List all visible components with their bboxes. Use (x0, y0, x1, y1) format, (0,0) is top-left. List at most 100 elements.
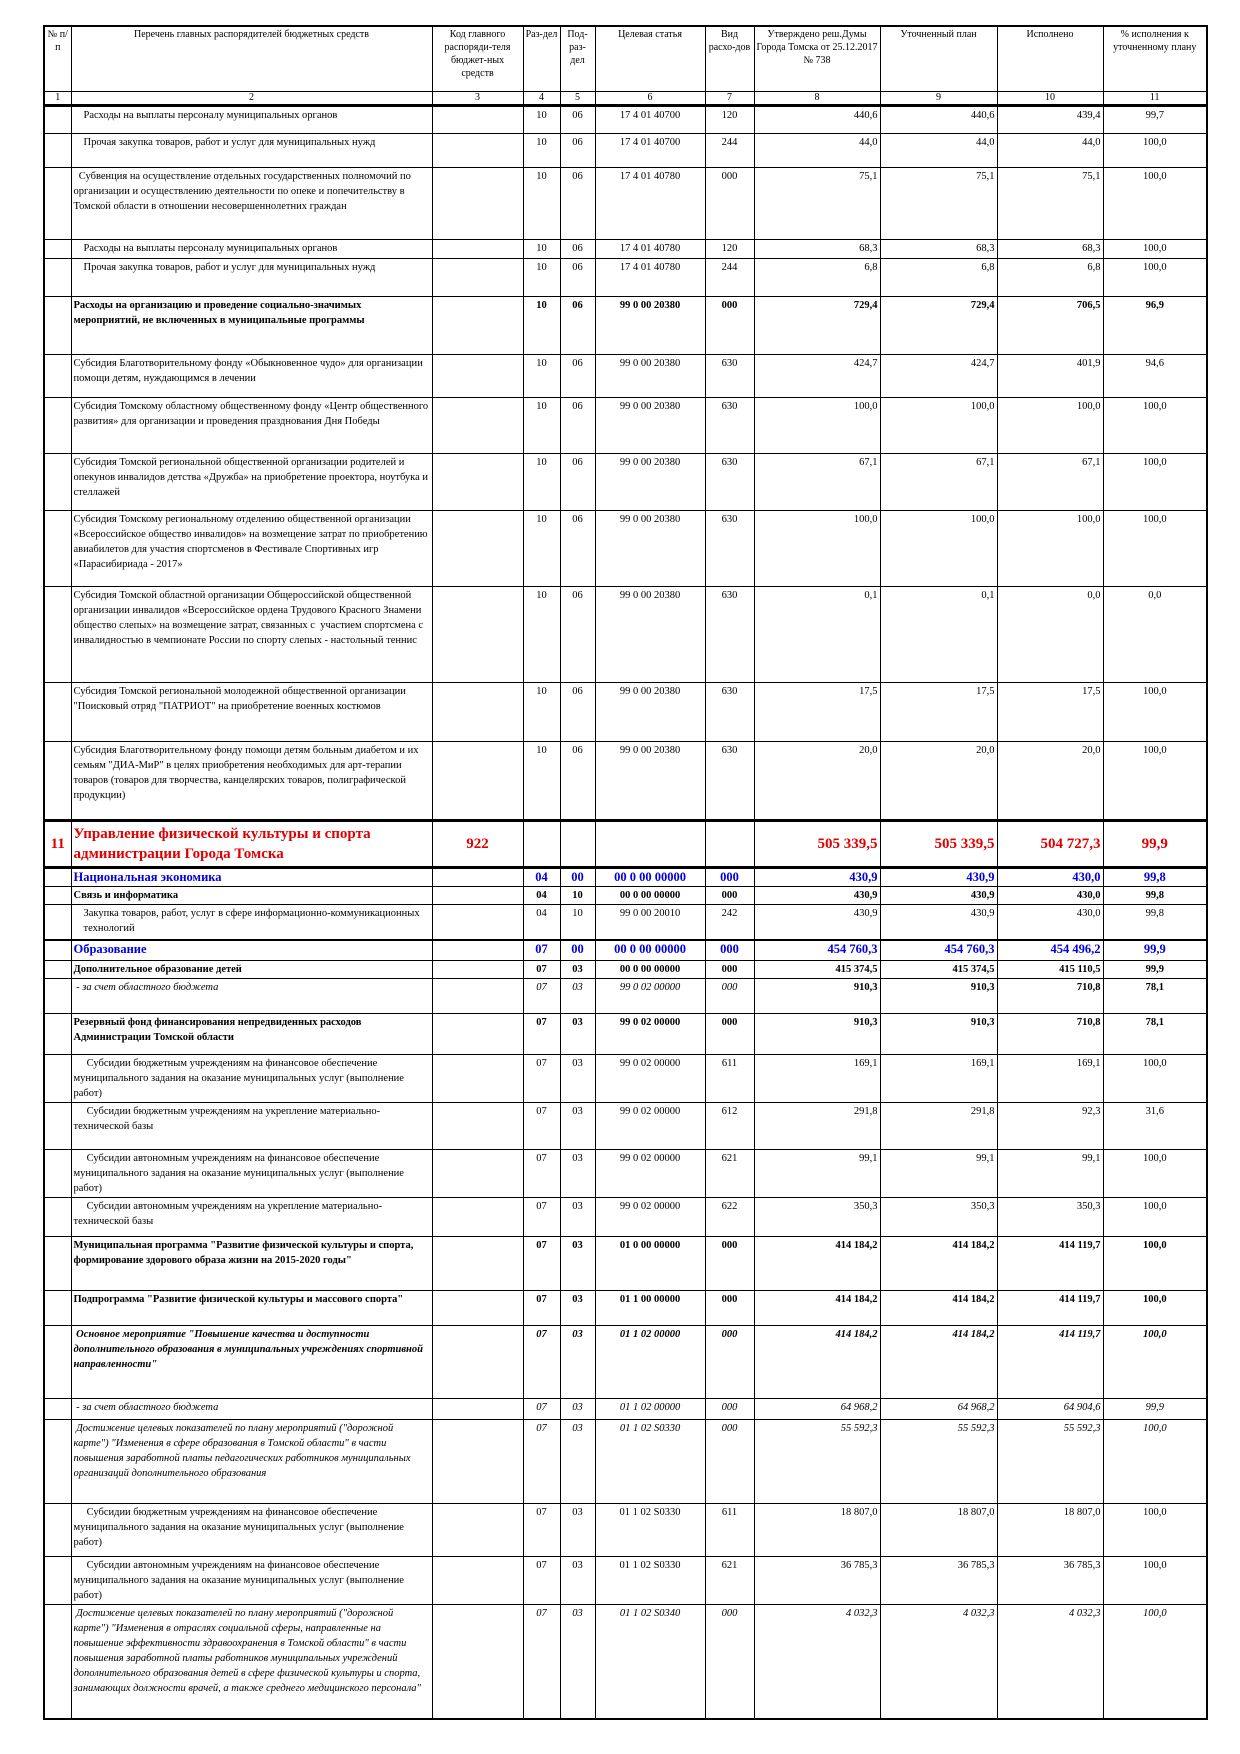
item-name: Муниципальная программа "Развитие физиче… (70, 1235, 433, 1291)
subsection-code: 00 (559, 866, 596, 887)
executed-amount: 706,5 (996, 295, 1104, 355)
item-name: Субсидия Благотворительному фонду помощи… (70, 740, 433, 821)
holder-code (431, 257, 524, 297)
holder-code (431, 1397, 524, 1420)
executed-amount: 64 904,6 (996, 1397, 1104, 1420)
approved-amount: 291,8 (753, 1101, 881, 1150)
item-name: Субсидии бюджетным учреждениям на финанс… (70, 1053, 433, 1103)
section-code: 07 (522, 1603, 561, 1720)
subsection-code: 03 (559, 1324, 596, 1399)
target-article: 17 4 01 40700 (594, 104, 706, 134)
target-article: 01 1 02 S0340 (594, 1603, 706, 1720)
execution-percent: 96,9 (1102, 295, 1208, 355)
target-article: 01 0 00 00000 (594, 1235, 706, 1291)
holder-code (431, 132, 524, 168)
table-row: Субсидии бюджетным учреждениям на укрепл… (43, 1101, 1208, 1150)
item-name: Достижение целевых показателей по плану … (70, 1418, 433, 1504)
refined-plan-amount: 0,1 (879, 585, 998, 683)
item-name: Субсидия Благотворительному фонду «Обыкн… (70, 353, 433, 398)
target-article: 99 0 00 20380 (594, 295, 706, 355)
refined-plan-amount: 169,1 (879, 1053, 998, 1103)
item-name: Субсидии бюджетным учреждениям на укрепл… (70, 1101, 433, 1150)
expense-type: 000 (704, 1418, 755, 1504)
subsection-code: 06 (559, 238, 596, 259)
holder-code (431, 1603, 524, 1720)
executed-amount: 55 592,3 (996, 1418, 1104, 1504)
refined-plan-amount: 729,4 (879, 295, 998, 355)
executed-amount: 17,5 (996, 681, 1104, 742)
row-number (43, 452, 72, 511)
execution-percent: 99,9 (1102, 959, 1208, 979)
refined-plan-amount: 414 184,2 (879, 1235, 998, 1291)
execution-percent: 100,0 (1102, 257, 1208, 297)
execution-percent: 94,6 (1102, 353, 1208, 398)
section-code: 07 (522, 1324, 561, 1399)
approved-amount: 17,5 (753, 681, 881, 742)
execution-percent: 100,0 (1102, 166, 1208, 240)
subsection-code: 03 (559, 1053, 596, 1103)
row-number (43, 1196, 72, 1237)
subsection-code: 06 (559, 585, 596, 683)
refined-plan-amount: 20,0 (879, 740, 998, 821)
holder-code (431, 1053, 524, 1103)
executed-amount: 36 785,3 (996, 1555, 1104, 1605)
target-article: 01 1 02 S0330 (594, 1418, 706, 1504)
table-row: Расходы на выплаты персоналу муниципальн… (43, 238, 1208, 259)
row-number (43, 132, 72, 168)
approved-amount: 100,0 (753, 396, 881, 454)
target-article: 01 1 02 S0330 (594, 1555, 706, 1605)
subsection-code: 06 (559, 295, 596, 355)
holder-code (431, 585, 524, 683)
execution-percent: 100,0 (1102, 509, 1208, 587)
item-name: Расходы на выплаты персоналу муниципальн… (70, 238, 433, 259)
section-code: 07 (522, 1235, 561, 1291)
section-code: 10 (522, 257, 561, 297)
item-name: Национальная экономика (70, 866, 433, 887)
target-article: 99 0 00 20380 (594, 452, 706, 511)
executed-amount: 100,0 (996, 509, 1104, 587)
section-code: 10 (522, 295, 561, 355)
column-index-11: 11 (1102, 90, 1208, 107)
approved-amount: 910,3 (753, 1012, 881, 1055)
section-code: 07 (522, 1101, 561, 1150)
refined-plan-amount: 430,9 (879, 866, 998, 887)
executed-amount: 169,1 (996, 1053, 1104, 1103)
approved-amount: 4 032,3 (753, 1603, 881, 1720)
executed-amount: 504 727,3 (996, 818, 1104, 869)
row-number (43, 166, 72, 240)
holder-code (431, 509, 524, 587)
subsection-code: 10 (559, 885, 596, 905)
table-row: Дополнительное образование детей 07 03 00 0… (43, 959, 1208, 979)
execution-percent: 100,0 (1102, 1418, 1208, 1504)
item-name: Субвенция на осуществление отдельных гос… (70, 166, 433, 240)
section-code: 10 (522, 509, 561, 587)
row-number (43, 1324, 72, 1399)
row-number (43, 977, 72, 1014)
expense-type: 630 (704, 681, 755, 742)
holder-code (431, 885, 524, 905)
expense-type: 612 (704, 1101, 755, 1150)
refined-plan-amount: 75,1 (879, 166, 998, 240)
holder-code (431, 1012, 524, 1055)
row-number (43, 885, 72, 905)
approved-amount: 55 592,3 (753, 1418, 881, 1504)
header-col-number: № п/п (43, 25, 72, 92)
table-row: Субсидии автономным учреждениям на укреп… (43, 1196, 1208, 1237)
section-code: 07 (522, 959, 561, 979)
approved-amount: 169,1 (753, 1053, 881, 1103)
target-article: 99 0 00 20380 (594, 353, 706, 398)
holder-code (431, 1235, 524, 1291)
item-name: Субсидия Томскому областному общественно… (70, 396, 433, 454)
expense-type: 000 (704, 977, 755, 1014)
execution-percent: 100,0 (1102, 238, 1208, 259)
approved-amount: 414 184,2 (753, 1324, 881, 1399)
execution-percent: 100,0 (1102, 1196, 1208, 1237)
table-row: Субсидия Томскому региональному отделени… (43, 509, 1208, 587)
row-number (43, 257, 72, 297)
executed-amount: 18 807,0 (996, 1502, 1104, 1557)
refined-plan-amount: 6,8 (879, 257, 998, 297)
column-index-2: 2 (70, 90, 433, 107)
target-article: 17 4 01 40780 (594, 257, 706, 297)
target-article: 00 0 00 00000 (594, 939, 706, 961)
holder-code (431, 1418, 524, 1504)
